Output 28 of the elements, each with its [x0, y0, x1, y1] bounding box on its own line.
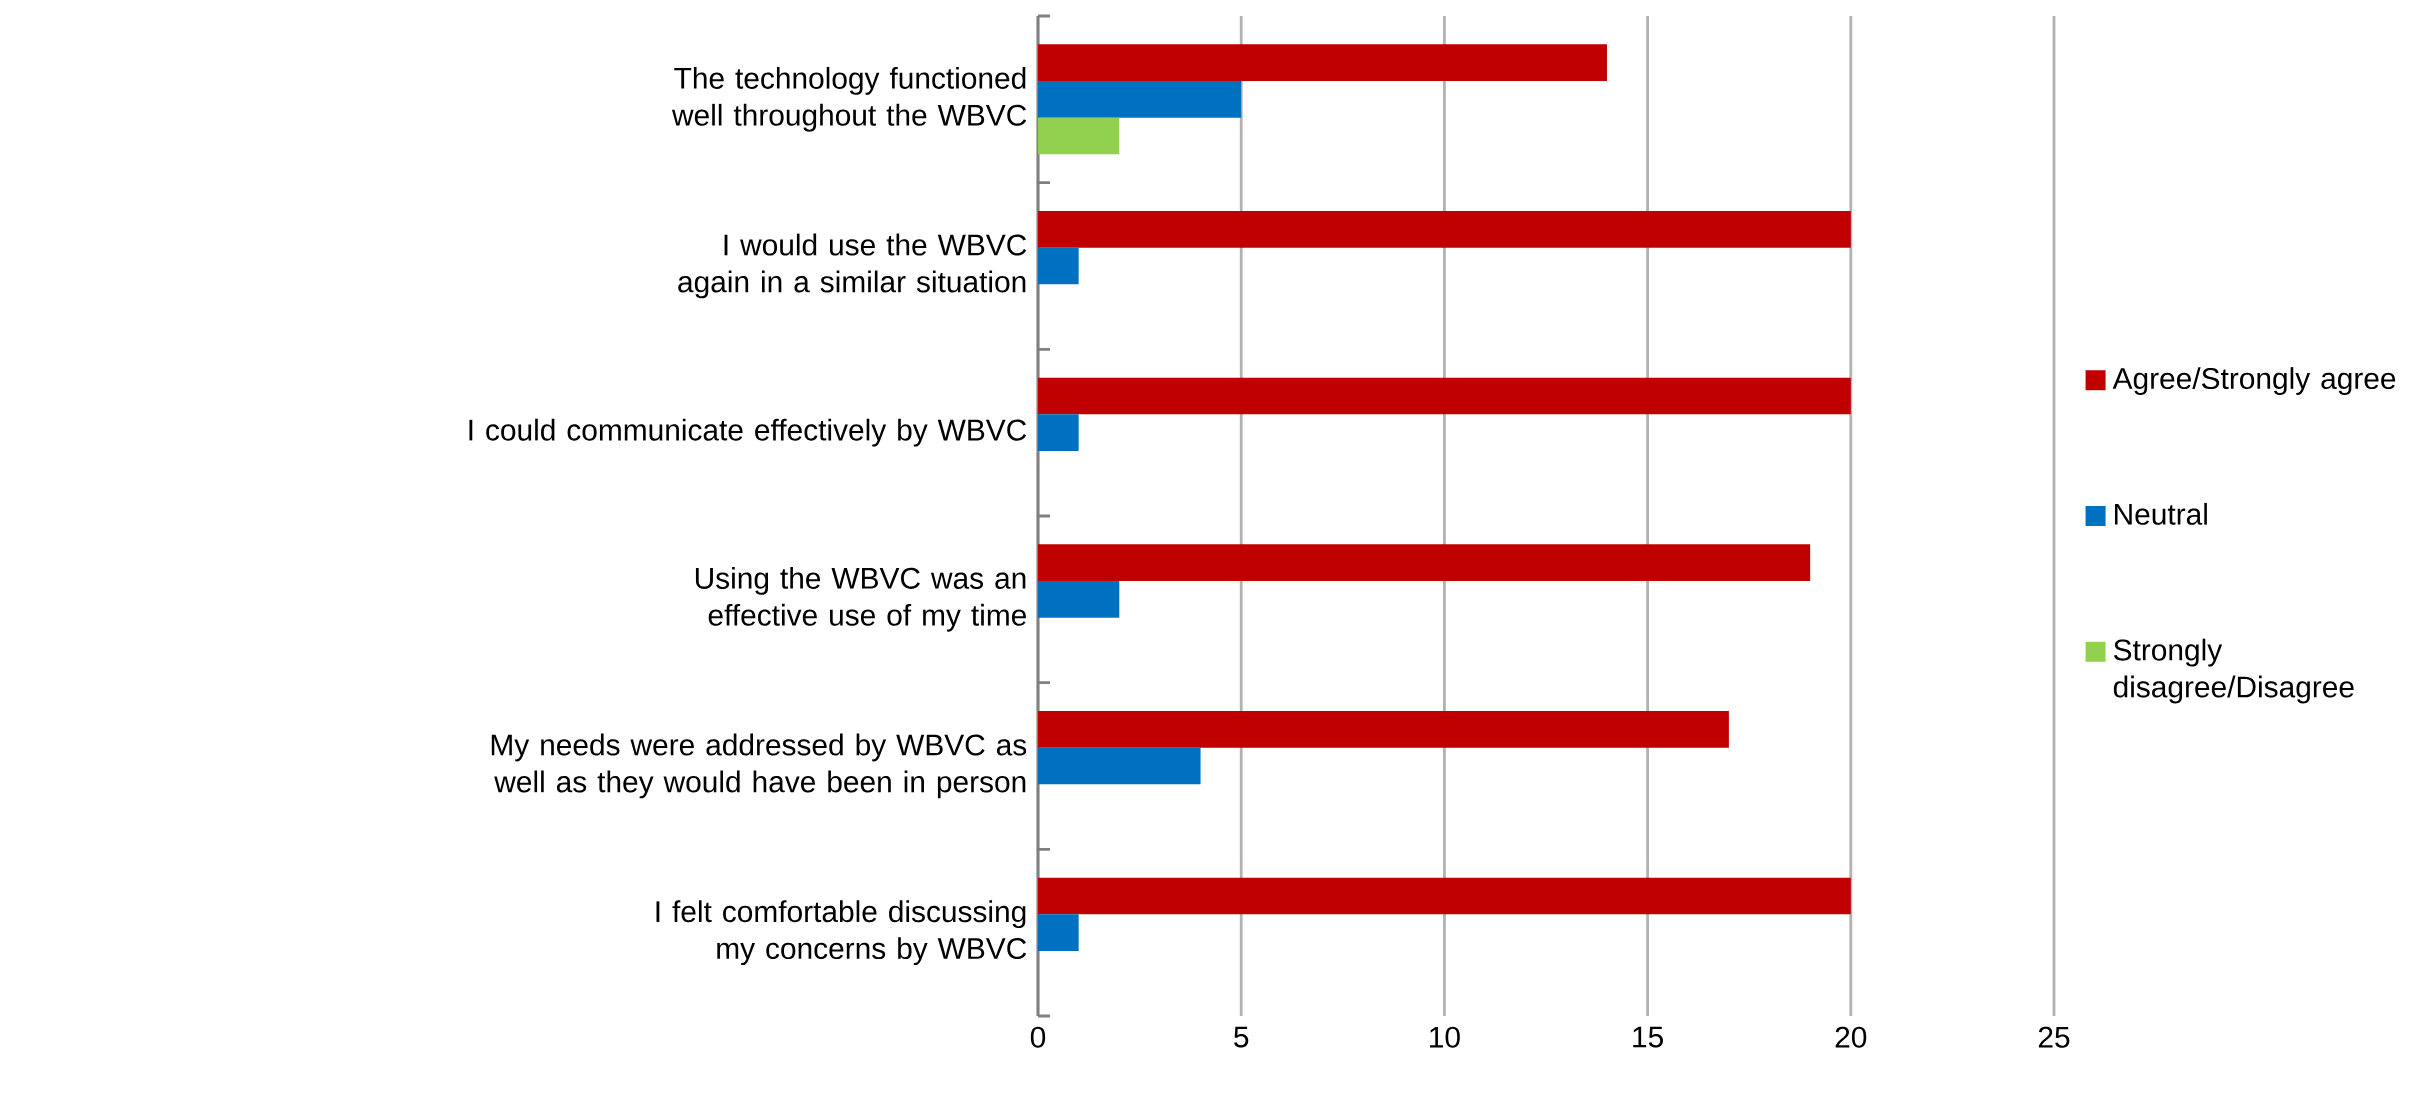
y-tick-label: The technology functioned well throughout the WBVC: [671, 66, 1027, 132]
bar: [1038, 377, 1851, 415]
legend-label: Agree/Strongly agree: [2112, 367, 2396, 395]
bar: [1038, 210, 1851, 248]
bar: [1038, 914, 1079, 952]
bar: [1038, 544, 1811, 581]
legend-label: Strongly disagree/Disagree: [2113, 638, 2354, 704]
y-tick-label: Using the WBVC was an effective use of my time: [695, 566, 1026, 632]
y-tick-label: I felt comfortable discussing my concerns by WBVC: [656, 900, 1027, 966]
x-tick-label: 5: [1234, 1026, 1249, 1048]
bar: [1038, 117, 1120, 155]
y-tick-label: My needs were addressed by WBVC as well as they would have been in person: [491, 733, 1027, 799]
bar: [1038, 414, 1079, 451]
legend-label: Neutral: [2115, 502, 2207, 525]
y-tick-label: I would use the WBVC again in a similar situation: [678, 233, 1027, 299]
bar: [1038, 710, 1729, 748]
bar: [1038, 81, 1242, 118]
bar: [1038, 44, 1607, 81]
bar: [1038, 247, 1079, 285]
bar: [1038, 747, 1201, 785]
x-tick-label: 20: [1835, 1026, 1867, 1048]
x-tick-label: 10: [1430, 1026, 1460, 1048]
bar: [1038, 877, 1851, 915]
y-tick-label: I could communicate effectively by WBVC: [469, 418, 1027, 447]
bar: [1038, 580, 1120, 618]
x-tick-label: 25: [2038, 1026, 2070, 1048]
x-tick-label: 0: [1030, 1026, 1046, 1048]
x-tick-label: 15: [1633, 1026, 1663, 1048]
